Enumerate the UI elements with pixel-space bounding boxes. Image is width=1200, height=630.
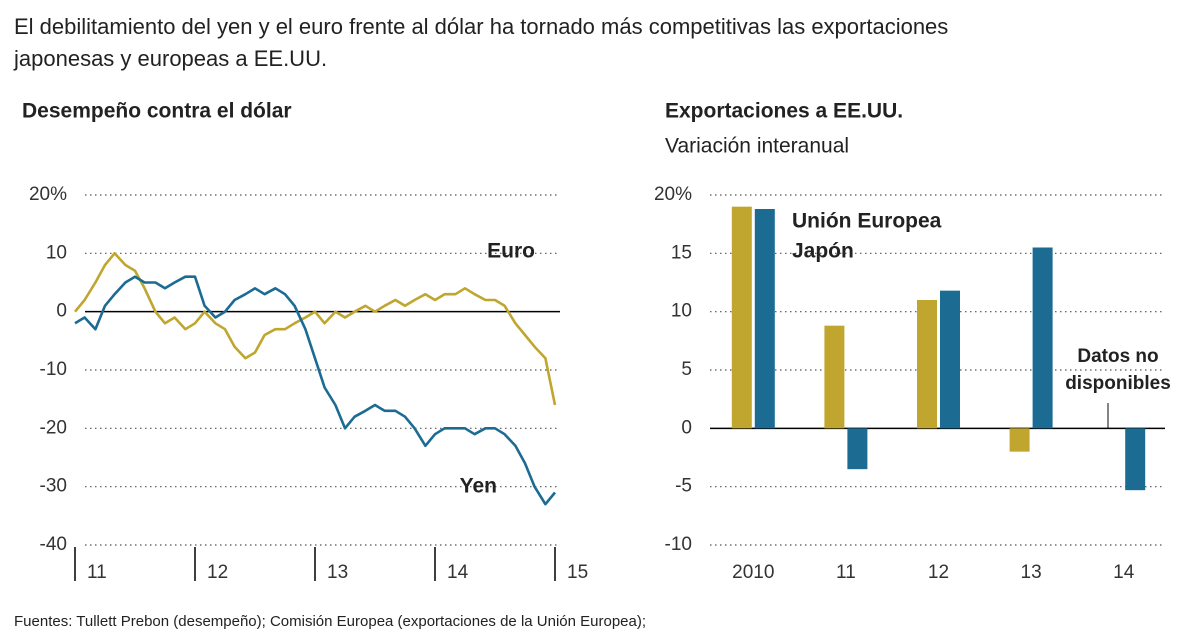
chart-title: Exportaciones a EE.UU. [665,100,903,123]
bar [754,209,775,429]
chart-subtitle: Variación interanual [665,135,849,158]
chart-title: Desempeño contra el dólar [22,100,292,123]
bar [1125,428,1146,491]
x-tick-label: 14 [447,562,469,583]
x-tick-label: 12 [928,562,949,583]
y-tick-label: -30 [40,476,67,497]
headline: japonesas y europeas a EE.UU. [13,46,327,71]
headline: El debilitamiento del yen y el euro fren… [14,14,948,39]
y-tick-label: -10 [665,534,692,555]
x-tick-label: 14 [1113,562,1135,583]
bar [847,428,868,470]
bar [917,300,937,429]
legend-label: Japón [792,240,854,263]
y-tick-label: -10 [40,359,67,380]
y-tick-label: 10 [671,301,692,322]
x-tick-label: 13 [1021,562,1042,583]
y-tick-label: 10 [46,242,67,263]
annotation: disponibles [1065,373,1171,394]
x-tick-label: 15 [567,562,588,583]
y-tick-label: -20 [40,417,67,438]
bar [1032,247,1053,429]
y-tick-label: -40 [40,534,67,555]
annotation: Datos no [1077,346,1158,367]
x-tick-label: 11 [87,562,107,583]
y-tick-label: 15 [671,242,692,263]
bar [1009,428,1030,452]
x-tick-label: 2010 [732,562,774,583]
source-note: Fuentes: Tullett Prebon (desempeño); Com… [14,613,646,630]
legend-label: Unión Europea [792,210,942,233]
x-tick-label: 11 [836,562,856,583]
y-tick-label: 0 [681,417,692,438]
series-label: Yen [460,475,497,498]
bar [940,290,960,429]
y-tick-label: 5 [681,359,692,380]
y-tick-label: -5 [675,476,692,497]
x-tick-label: 12 [207,562,228,583]
bar [824,325,845,429]
series-label: Euro [487,240,535,263]
line-series [73,252,557,406]
y-tick-label: 20% [654,184,692,205]
x-tick-label: 13 [327,562,348,583]
bar [731,206,752,429]
line-series [74,275,557,506]
y-tick-label: 20% [29,184,67,205]
y-tick-label: 0 [56,301,67,322]
